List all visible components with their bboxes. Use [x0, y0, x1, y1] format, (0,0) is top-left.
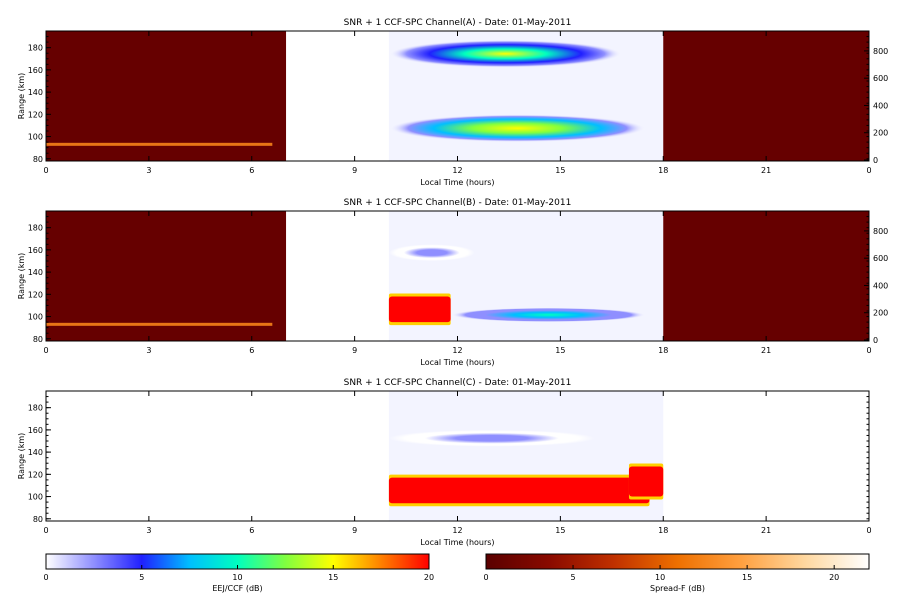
x-tick-label: 15	[555, 346, 565, 355]
spread-f-night-block	[663, 211, 869, 341]
panel-b: 0 3 6 9 12 15 18 21 0801001201401601800200400600…	[17, 198, 888, 367]
panel-title: SNR + 1 CCF-SPC Channel(B) - Date: 01-Ma…	[344, 198, 572, 208]
y-tick-label: 120	[28, 110, 43, 119]
x-tick-label: 0	[43, 166, 48, 175]
y2-tick-label: 400	[873, 281, 888, 290]
x-tick-label: 0	[43, 526, 48, 535]
y2-tick-label: 0	[873, 336, 878, 345]
x-tick-label: 18	[658, 166, 668, 175]
x-tick-label: 9	[352, 166, 357, 175]
x-tick-label: 6	[249, 166, 254, 175]
colorbar-tick-label: 0	[483, 573, 488, 582]
y2-tick-label: 600	[873, 254, 888, 263]
y-tick-label: 80	[33, 335, 43, 344]
x-tick-label: 21	[761, 166, 771, 175]
panel-title: SNR + 1 CCF-SPC Channel(C) - Date: 01-Ma…	[344, 378, 572, 388]
colorbar-spread-f: 0 5 10 15 20 Spread-F (dB)	[483, 553, 870, 593]
spread-f-night-block	[663, 31, 869, 161]
y-axis-label: Range (km)	[17, 253, 26, 300]
colorbar-gradient	[485, 553, 870, 570]
colorbar-tick-label: 10	[232, 573, 242, 582]
colorbar-tick-label: 10	[655, 573, 665, 582]
y-tick-label: 160	[28, 66, 43, 75]
colorbar-tick-label: 5	[570, 573, 575, 582]
x-tick-label: 12	[452, 346, 462, 355]
x-tick-label: 9	[352, 346, 357, 355]
panel-title: SNR + 1 CCF-SPC Channel(A) - Date: 01-Ma…	[344, 18, 572, 28]
y-tick-label: 100	[28, 133, 43, 142]
x-tick-label: 12	[452, 166, 462, 175]
x-tick-label: 0	[866, 526, 871, 535]
y-tick-label: 120	[28, 470, 43, 479]
x-axis-label: Local Time (hours)	[420, 178, 494, 187]
colorbar-tick-label: 5	[139, 573, 144, 582]
y-tick-label: 140	[28, 88, 43, 97]
y-tick-label: 80	[33, 515, 43, 524]
y-tick-label: 180	[28, 44, 43, 53]
colorbar-tick-label: 0	[43, 573, 48, 582]
x-tick-label: 15	[555, 166, 565, 175]
y-axis-label: Range (km)	[17, 433, 26, 480]
y2-tick-label: 600	[873, 74, 888, 83]
y-tick-label: 120	[28, 290, 43, 299]
colorbar-tick-label: 20	[424, 573, 434, 582]
eej-layer-lower-saturated-rise	[628, 466, 664, 497]
colorbar-tick-label: 15	[328, 573, 338, 582]
y-tick-label: 160	[28, 246, 43, 255]
y-axis-label: Range (km)	[17, 73, 26, 120]
y-tick-label: 180	[28, 404, 43, 413]
y-tick-label: 160	[28, 426, 43, 435]
x-tick-label: 9	[352, 526, 357, 535]
x-tick-label: 3	[146, 526, 151, 535]
x-tick-label: 18	[658, 526, 668, 535]
eej-layer-lower-saturated	[388, 296, 451, 323]
spread-f-night-block	[46, 211, 287, 341]
x-tick-label: 18	[658, 346, 668, 355]
colorbar-label: Spread-F (dB)	[650, 584, 705, 593]
x-tick-label: 3	[146, 346, 151, 355]
x-tick-label: 0	[866, 166, 871, 175]
eej-layer-lower	[388, 114, 647, 143]
eej-layer-upper	[388, 244, 475, 261]
spread-f-band	[46, 142, 273, 146]
y-tick-label: 100	[28, 493, 43, 502]
y2-tick-label: 200	[873, 129, 888, 138]
x-axis-label: Local Time (hours)	[420, 358, 494, 367]
y2-tick-label: 400	[873, 101, 888, 110]
colorbar-eej: 0 5 10 15 20 EEJ/CCF (dB)	[43, 553, 434, 593]
y-tick-label: 180	[28, 224, 43, 233]
x-tick-label: 3	[146, 166, 151, 175]
y2-tick-label: 0	[873, 156, 878, 165]
panel-a: 0 3 6 9 12 15 18 21 0801001201401601800200400600…	[17, 18, 888, 187]
x-tick-label: 15	[555, 526, 565, 535]
spread-f-band	[46, 322, 273, 326]
x-tick-label: 21	[761, 346, 771, 355]
y2-tick-label: 200	[873, 309, 888, 318]
x-tick-label: 21	[761, 526, 771, 535]
y-tick-label: 80	[33, 155, 43, 164]
x-axis-label: Local Time (hours)	[420, 538, 494, 547]
colorbar-label: EEJ/CCF (dB)	[212, 584, 262, 593]
y2-tick-label: 800	[873, 227, 888, 236]
y-tick-label: 100	[28, 313, 43, 322]
x-tick-label: 6	[249, 526, 254, 535]
eej-layer-lower	[450, 307, 647, 323]
colorbar-tick-label: 20	[829, 573, 839, 582]
eej-layer-upper	[388, 429, 595, 447]
x-tick-label: 12	[452, 526, 462, 535]
y-tick-label: 140	[28, 268, 43, 277]
eej-layer-lower-saturated	[388, 477, 650, 504]
colorbar-tick-label: 15	[742, 573, 752, 582]
y2-tick-label: 800	[873, 47, 888, 56]
spread-f-night-block	[46, 31, 287, 161]
x-tick-label: 0	[866, 346, 871, 355]
eej-layer-upper	[388, 39, 623, 68]
x-tick-label: 0	[43, 346, 48, 355]
x-tick-label: 6	[249, 346, 254, 355]
y-tick-label: 140	[28, 448, 43, 457]
